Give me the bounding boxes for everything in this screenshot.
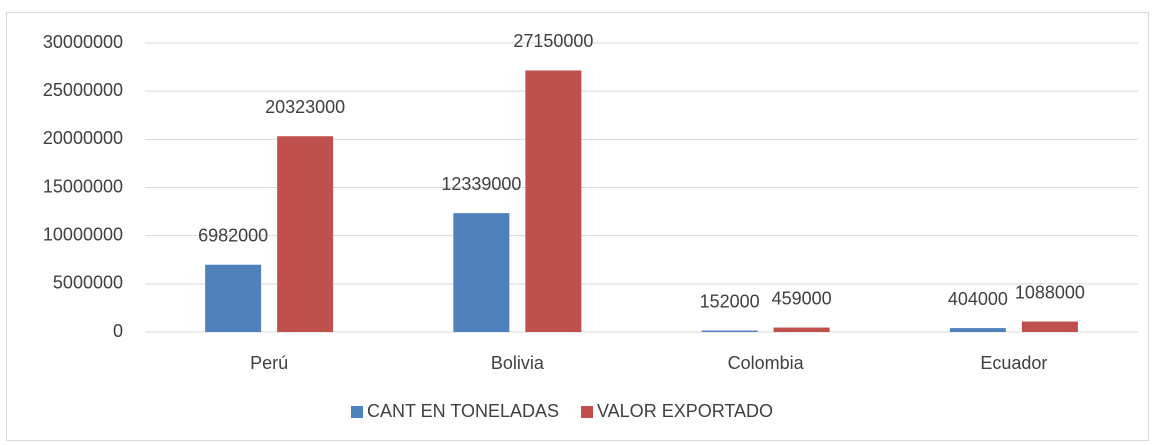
legend-label: VALOR EXPORTADO [597, 401, 773, 421]
bar [1021, 321, 1078, 332]
data-label: 459000 [772, 288, 832, 308]
x-tick-label: Perú [250, 353, 288, 373]
x-tick-label: Colombia [728, 353, 805, 373]
data-label: 404000 [948, 289, 1008, 309]
data-label: 152000 [700, 291, 760, 311]
legend-swatch [581, 406, 593, 418]
x-tick-label: Ecuador [980, 353, 1047, 373]
data-label: 20323000 [265, 97, 345, 117]
bar [701, 330, 758, 332]
legend-swatch [351, 406, 363, 418]
y-tick-label: 0 [113, 321, 123, 341]
legend-label: CANT EN TONELADAS [367, 401, 559, 421]
y-tick-label: 20000000 [43, 128, 123, 148]
bar [453, 213, 510, 332]
y-tick-label: 5000000 [53, 273, 123, 293]
y-tick-label: 25000000 [43, 80, 123, 100]
y-tick-label: 15000000 [43, 176, 123, 196]
y-tick-label: 30000000 [43, 32, 123, 52]
data-label: 12339000 [441, 174, 521, 194]
bar [205, 264, 262, 332]
x-tick-label: Bolivia [491, 353, 545, 373]
bar [949, 328, 1006, 332]
data-label: 6982000 [198, 225, 268, 245]
data-label: 1088000 [1015, 282, 1085, 302]
bar [773, 327, 830, 332]
bar [277, 136, 334, 332]
bar [525, 70, 582, 332]
data-label: 27150000 [513, 31, 593, 51]
y-tick-label: 10000000 [43, 224, 123, 244]
